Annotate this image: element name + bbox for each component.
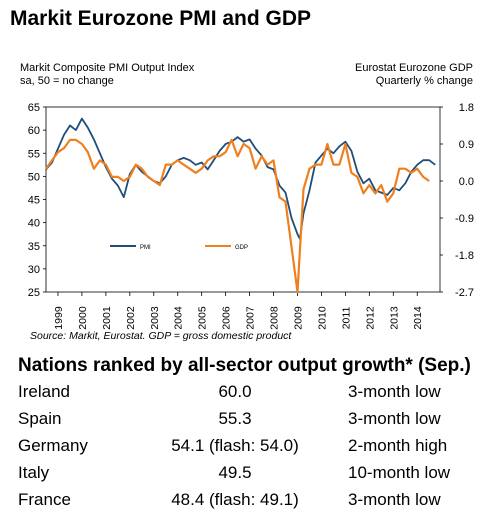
nation-name: Germany xyxy=(18,436,88,455)
nation-row: Germany 54.1 (flash: 54.0) 2-month high xyxy=(0,436,493,462)
nation-name: Italy xyxy=(18,463,50,482)
legend-label-gdp: GDP xyxy=(235,245,248,251)
right-tick-label: -2.7 xyxy=(455,287,474,299)
left-axis-title-line-1: Markit Composite PMI Output Index xyxy=(20,62,195,74)
left-axis-title-line-2: sa, 50 = no change xyxy=(20,75,114,87)
right-axis-title-line-1: Eurostat Eurozone GDP xyxy=(354,62,473,74)
right-tick-label: 0.0 xyxy=(459,176,474,188)
right-tick-label: -0.9 xyxy=(455,213,474,225)
x-tick-label: 2001 xyxy=(101,306,113,330)
nation-name: Ireland xyxy=(18,382,70,401)
x-tick-label: 2007 xyxy=(245,306,257,330)
nation-row: France 48.4 (flash: 49.1) 3-month low xyxy=(0,490,493,516)
nation-name: France xyxy=(18,490,71,509)
left-tick-label: 60 xyxy=(28,125,40,137)
series-line-pmi xyxy=(45,117,436,240)
left-tick-label: 50 xyxy=(28,171,40,183)
source-note: Source: Markit, Eurostat. GDP = gross do… xyxy=(30,330,292,342)
x-tick-label: 2004 xyxy=(173,306,185,330)
x-tick-label: 2014 xyxy=(412,306,424,330)
nation-row: Spain 55.3 3-month low xyxy=(0,409,493,435)
nation-value: 54.1 (flash: 54.0) xyxy=(171,436,299,455)
nations-title: Nations ranked by all-sector output grow… xyxy=(18,355,471,376)
nation-value: 60.0 xyxy=(218,382,252,401)
left-axis-title: Markit Composite PMI Output Index sa, 50… xyxy=(20,62,194,88)
x-tick-label: 2010 xyxy=(316,306,328,330)
x-tick-label: 2013 xyxy=(388,306,400,330)
nation-value: 55.3 xyxy=(218,409,252,428)
x-tick-label: 2009 xyxy=(292,306,304,330)
legend-label-pmi: PMI xyxy=(140,245,151,251)
series-line-gdp xyxy=(45,138,430,294)
left-tick-label: 35 xyxy=(28,241,40,253)
right-tick-label: 0.9 xyxy=(459,139,474,151)
nation-status: 10-month low xyxy=(348,463,451,482)
nation-row: Ireland 60.0 3-month low xyxy=(0,382,493,408)
right-axis-title-line-2: Quarterly % change xyxy=(375,75,473,87)
x-tick-label: 2011 xyxy=(340,307,352,330)
nation-status: 3-month low xyxy=(348,382,441,401)
nation-status: 3-month low xyxy=(348,490,441,509)
left-tick-label: 55 xyxy=(28,148,40,160)
nation-row: Italy 49.5 10-month low xyxy=(0,463,493,489)
right-axis-title: Eurostat Eurozone GDP Quarterly % change xyxy=(355,62,473,88)
left-tick-label: 65 xyxy=(28,102,40,114)
pmi-gdp-chart: 25 30 35 40 45 50 55 60 65 -2.7 -1.8 -0.9 0.0 0.9 1.8 1… xyxy=(28,102,474,330)
nation-status: 2-month high xyxy=(348,436,448,455)
right-tick-label: 1.8 xyxy=(459,102,474,114)
nation-status: 3-month low xyxy=(348,409,441,428)
left-tick-label: 40 xyxy=(28,218,40,230)
nation-value: 49.5 xyxy=(218,463,252,482)
x-tick-label: 1999 xyxy=(53,306,65,330)
chart-title: Markit Eurozone PMI and GDP xyxy=(10,7,312,30)
x-tick-label: 2008 xyxy=(269,306,281,330)
x-tick-label: 2000 xyxy=(77,306,89,330)
plot-frame xyxy=(45,106,441,293)
x-tick-label: 2002 xyxy=(125,306,137,330)
nation-name: Spain xyxy=(18,409,62,428)
x-tick-label: 2003 xyxy=(149,306,161,330)
left-tick-label: 45 xyxy=(28,195,40,207)
left-tick-label: 25 xyxy=(28,287,40,299)
right-tick-label: -1.8 xyxy=(455,250,474,262)
x-tick-label: 2012 xyxy=(364,306,376,330)
x-tick-label: 2005 xyxy=(197,306,209,330)
nation-value: 48.4 (flash: 49.1) xyxy=(171,490,299,509)
left-tick-label: 30 xyxy=(28,264,40,276)
x-tick-label: 2006 xyxy=(221,306,233,330)
